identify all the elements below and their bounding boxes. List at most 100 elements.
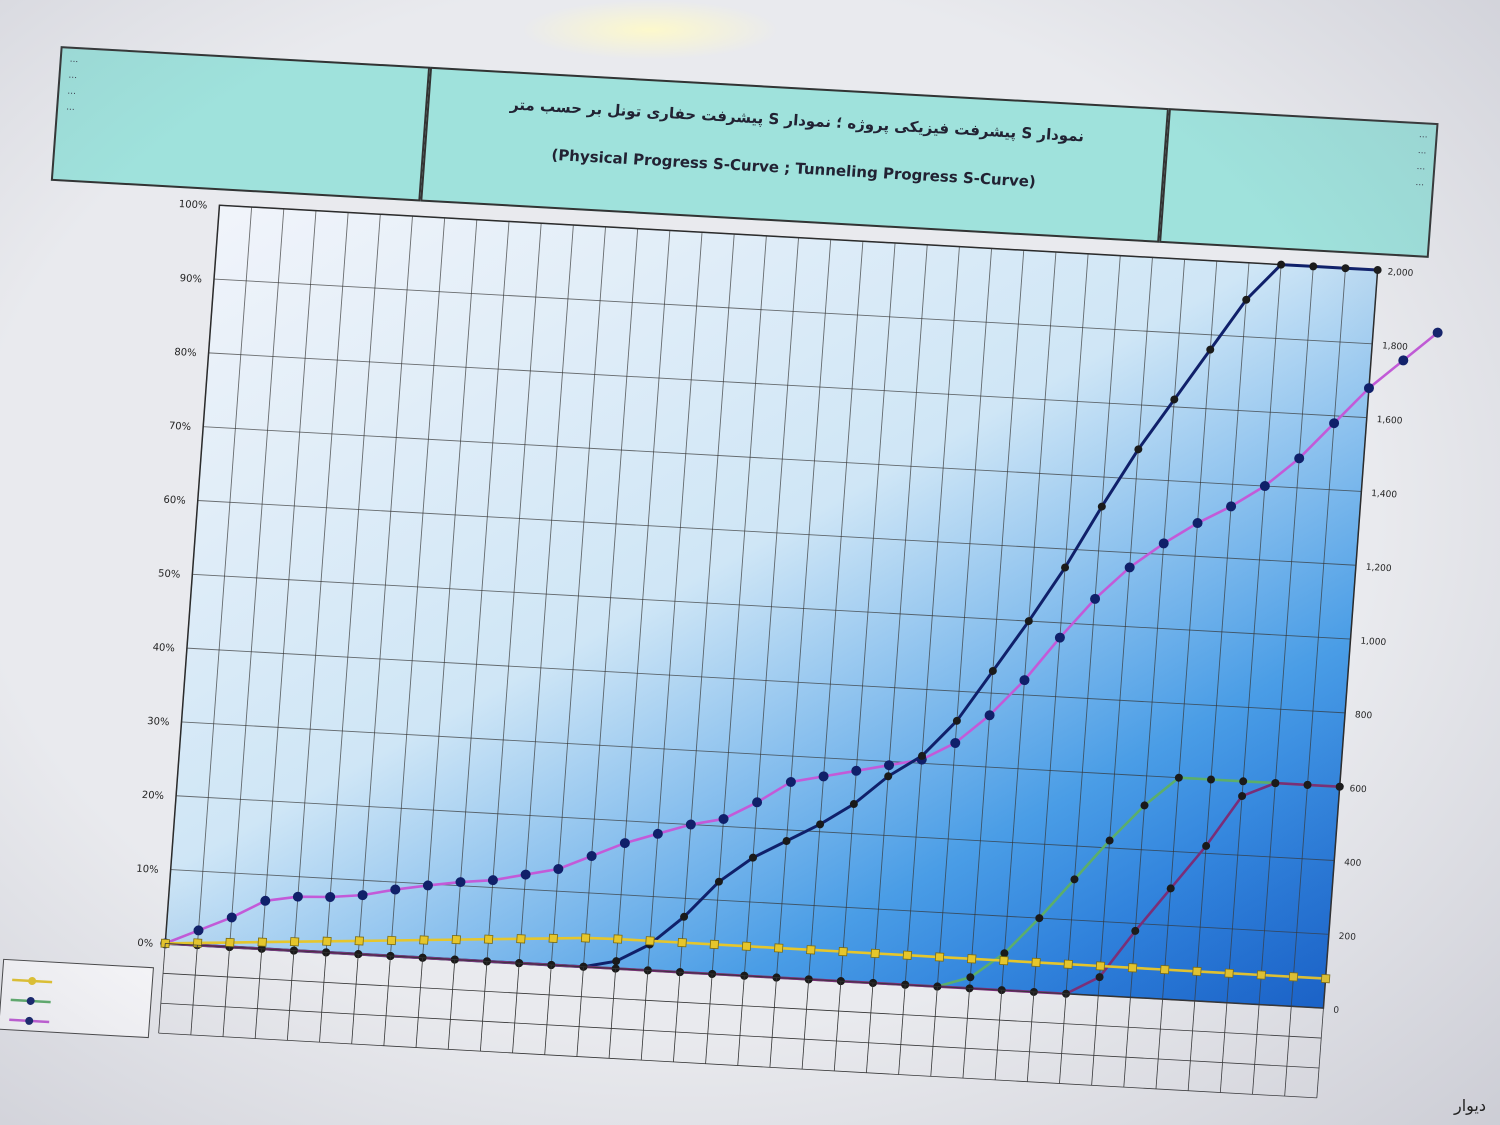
table-column-line [254,948,263,1039]
series-point-green [1070,875,1079,884]
series-point-physical [553,864,564,874]
series-point-physical [818,771,829,782]
series-point-physical [984,710,995,721]
right-axis-tick-label: 2,000 [1387,268,1414,279]
chart-sheet: ... ... ... ... نمودار S پیشرفت فیزیکی پ… [0,46,1468,1125]
series-point-physical [884,760,895,771]
series-point-tunnel [714,877,723,886]
series-point-tunnel [1097,502,1106,511]
series-point-yellow [1127,963,1138,973]
series-point-tunnel [1373,266,1382,275]
left-axis-tick-label: 90% [179,273,202,285]
series-point-physical [487,875,498,886]
series-point-physical [851,765,862,776]
left-axis-tick-label: 40% [152,642,175,654]
series-point-yellow [838,946,848,957]
table-column-line [1187,1000,1196,1091]
left-axis-tick-label: 20% [141,790,164,802]
series-point-physical [785,776,796,787]
table-column-line [415,957,424,1048]
series-point-physical [390,884,401,895]
table-column-line [994,990,1003,1080]
series-point-plum [1271,779,1280,788]
series-point-physical [586,851,597,862]
series-point-physical [1054,632,1065,643]
series-point-green [1140,801,1149,810]
table-column-line [962,988,970,1079]
series-point-tunnel [1024,617,1033,626]
table-column-line [1059,993,1067,1084]
legend-swatch-marker [26,996,35,1005]
table-column-line [930,986,938,1077]
series-point-physical [1226,501,1237,512]
right-axis-tick-label: 1,800 [1382,341,1409,352]
series-point-physical [325,892,336,903]
right-axis-tick-label: 400 [1344,858,1362,869]
series-point-yellow [966,954,977,964]
series-point-physical [1363,383,1374,394]
series-point-physical [292,891,303,902]
series-point-yellow [613,934,623,944]
table-column-line [1026,991,1035,1082]
series-point-tunnel [1134,445,1143,454]
series-point-yellow [516,934,526,944]
series-point-yellow [548,933,558,944]
table-column-line [1284,1006,1292,1097]
grid-line-horizontal [213,278,1373,345]
table-column-line [319,952,327,1043]
series-point-green [1105,836,1114,845]
series-point-tunnel [988,666,997,675]
series-point-tunnel [849,800,858,808]
series-point-tunnel [1242,295,1251,304]
series-point-yellow [322,936,332,946]
table-column-line [737,975,745,1066]
series-point-physical [685,819,696,830]
series-point-yellow [999,955,1009,966]
legend-box [0,958,154,1039]
series-point-yellow [257,937,267,947]
series-point-physical [1432,327,1443,338]
table-column-line [351,954,359,1044]
left-axis-tick-label: 60% [163,495,186,507]
table-column-line [1123,997,1131,1088]
series-point-physical [193,925,204,936]
series-point-plum [1131,926,1140,935]
series-point-tunnel [749,853,758,862]
grid-line-horizontal [219,204,1378,271]
screen-glare [520,0,780,60]
series-point-green [1239,777,1248,786]
series-point-physical [1124,562,1135,573]
series-point-tunnel [816,820,825,829]
right-axis-tick-label: 200 [1338,932,1356,943]
series-point-physical [520,869,531,880]
series-point-yellow [483,934,494,944]
grid-line-horizontal [181,721,1340,788]
series-point-tunnel [1170,395,1179,404]
series-point-physical [260,895,271,906]
left-axis-tick-label: 30% [147,716,170,728]
table-column-line [608,968,617,1059]
series-point-physical [652,828,663,839]
table-column-line [640,970,649,1061]
watermark-text: دیوار [1453,1096,1486,1115]
series-point-yellow [870,948,880,959]
series-point-yellow [1063,959,1073,969]
series-point-physical [1259,481,1270,492]
grid-line-horizontal [203,426,1362,492]
series-point-plum [1303,780,1312,789]
series-point-tunnel [1309,262,1318,271]
series-point-yellow [1095,961,1106,971]
series-point-yellow [773,943,784,953]
series-point-physical [226,912,237,923]
left-axis-tick-label: 80% [174,347,197,359]
series-point-physical [1158,538,1169,549]
series-point-green [1174,773,1183,782]
series-point-tunnel [1061,563,1070,572]
series-point-yellow [645,936,655,946]
table-column-line [286,950,295,1041]
left-axis-tick-label: 0% [137,938,154,950]
left-axis-tick-label: 10% [136,864,159,876]
table-column-line [1219,1002,1228,1093]
series-point-tunnel [782,837,791,845]
series-point-physical [1329,418,1340,429]
